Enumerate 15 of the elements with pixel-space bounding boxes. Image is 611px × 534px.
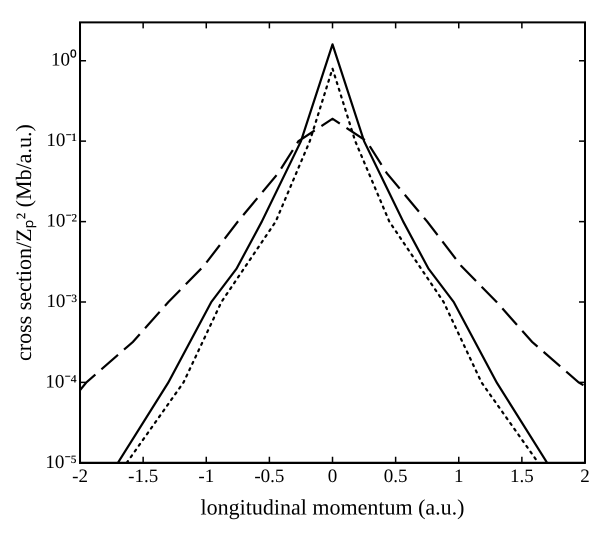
x-tick-label: -0.5: [254, 466, 284, 488]
y-tick-label: 10⁻¹: [46, 130, 78, 152]
y-tick-label: 10⁰: [51, 48, 78, 71]
x-tick-label: -1: [198, 466, 214, 488]
x-tick-label: -1.5: [128, 466, 158, 488]
x-axis-title: longitudinal momentum (a.u.): [200, 494, 464, 520]
x-tick-label: 2: [580, 466, 590, 488]
x-tick-label: 0.5: [384, 466, 408, 488]
y-tick-label: 10⁻⁴: [45, 371, 78, 392]
x-tick-label: 1.5: [510, 466, 534, 488]
y-axis-title: cross section/Zₚ² (Mb/a.u.): [10, 124, 37, 361]
y-tick-label: 10⁻³: [46, 290, 78, 312]
x-tick-label: 0: [328, 466, 338, 488]
y-tick-label: 10⁻²: [46, 210, 78, 232]
x-tick-label: 1: [454, 466, 464, 488]
